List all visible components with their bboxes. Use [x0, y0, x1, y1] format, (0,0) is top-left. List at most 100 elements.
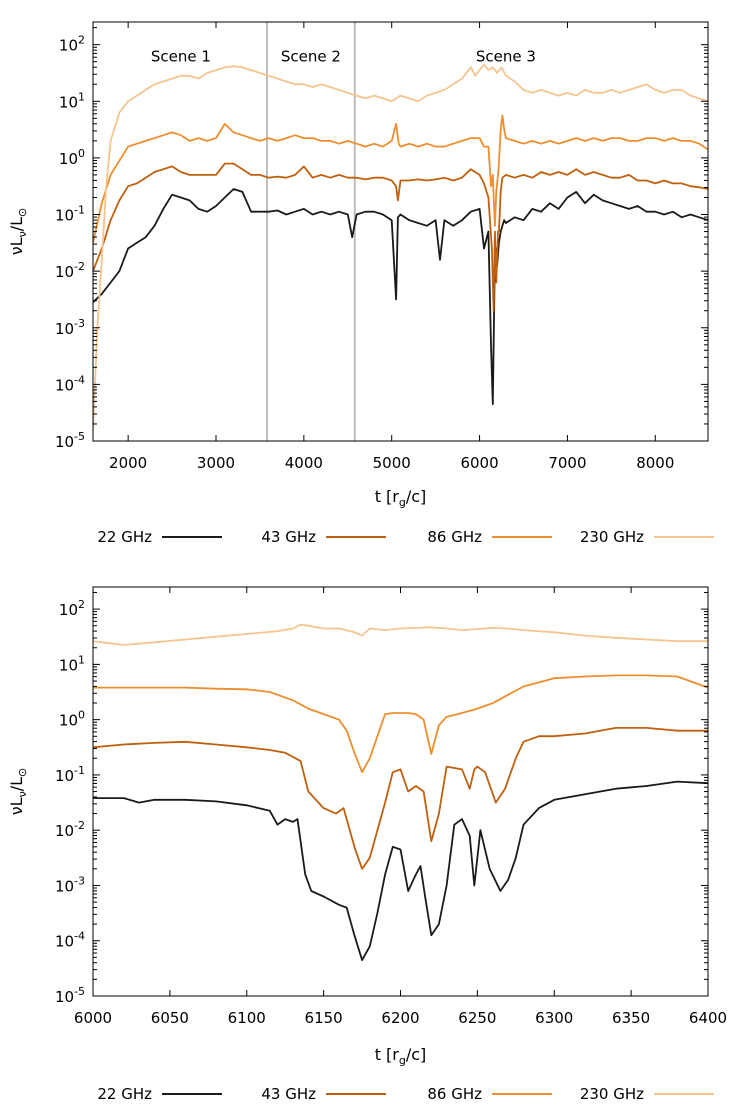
x-tick-label: 6400 — [689, 1009, 727, 1027]
legend-label: 230 GHz — [580, 1085, 644, 1103]
x-axis-label-subscript: g — [399, 1054, 406, 1067]
x-tick-label: 6000 — [74, 1009, 112, 1027]
y-tick-label: 100 — [59, 147, 85, 168]
x-tick-label: 6350 — [612, 1009, 650, 1027]
y-tick-base: 10 — [59, 93, 78, 111]
series-line-22-ghz — [93, 780, 708, 961]
y-tick-exponent: 1 — [78, 653, 85, 666]
y-tick-label: 10-3 — [55, 874, 85, 895]
y-tick-base: 10 — [55, 376, 74, 394]
y-tick-exponent: -4 — [74, 930, 85, 943]
x-tick-label: 6000 — [460, 454, 498, 472]
y-tick-base: 10 — [55, 877, 74, 895]
series-line-230-ghz — [93, 623, 708, 646]
scene-label: Scene 1 — [151, 48, 211, 66]
y-axis-label-mid: /L — [7, 217, 26, 231]
y-tick-base: 10 — [59, 656, 78, 674]
y-tick-exponent: 1 — [78, 90, 85, 103]
y-tick-label: 101 — [59, 90, 85, 111]
y-tick-exponent: -4 — [74, 373, 85, 386]
x-tick-label: 7000 — [548, 454, 586, 472]
series-line-43-ghz — [93, 727, 708, 870]
y-tick-base: 10 — [55, 988, 74, 1006]
y-tick-label: 10-4 — [55, 930, 85, 951]
y-tick-base: 10 — [59, 37, 78, 55]
y-tick-exponent: 2 — [78, 34, 85, 47]
legend-label: 230 GHz — [580, 528, 644, 546]
x-tick-label: 6200 — [381, 1009, 419, 1027]
scene-label: Scene 3 — [476, 48, 536, 66]
chart-panel-2: 6000 6050 6100 6150 6200 6250 6300 6350 64001021… — [7, 586, 727, 1103]
y-axis-label-main: νL — [7, 797, 26, 815]
legend-label: 86 GHz — [427, 528, 482, 546]
x-tick-label: 6250 — [458, 1009, 496, 1027]
y-tick-label: 10-2 — [55, 260, 85, 281]
y-tick-label: 10-5 — [55, 985, 85, 1006]
y-tick-base: 10 — [55, 320, 74, 338]
y-tick-label: 102 — [59, 34, 85, 55]
legend-label: 22 GHz — [97, 528, 152, 546]
legend-label: 43 GHz — [261, 1085, 316, 1103]
y-tick-exponent: -5 — [74, 985, 85, 998]
y-tick-base: 10 — [59, 712, 78, 730]
x-axis-label-main: t [r — [375, 1045, 400, 1064]
y-tick-label: 10-2 — [55, 819, 85, 840]
series-line-86-ghz — [93, 114, 708, 243]
x-tick-label: 6300 — [535, 1009, 573, 1027]
x-axis-label-tail: /c] — [406, 487, 426, 506]
y-tick-label: 101 — [59, 653, 85, 674]
y-tick-label: 100 — [59, 709, 85, 730]
y-axis-label-subscript: ν — [16, 791, 29, 797]
y-tick-label: 10-3 — [55, 317, 85, 338]
y-axis-label: νLν/L⊙ — [7, 208, 29, 256]
plot-frame — [92, 586, 709, 997]
y-axis-label-main: νL — [7, 237, 26, 255]
legend-label: 22 GHz — [97, 1085, 152, 1103]
y-tick-label: 10-1 — [55, 204, 85, 225]
y-tick-exponent: -1 — [74, 204, 85, 217]
x-tick-label: 3000 — [197, 454, 235, 472]
x-tick-label: 4000 — [285, 454, 323, 472]
series-line-86-ghz — [93, 674, 708, 774]
y-tick-exponent: 2 — [78, 598, 85, 611]
y-tick-exponent: -2 — [74, 260, 85, 273]
y-axis-label-subscript: ν — [16, 231, 29, 237]
x-axis-label: t [rg/c] — [375, 1045, 427, 1067]
plot-frame — [92, 21, 709, 442]
x-axis-label-tail: /c] — [406, 1045, 426, 1064]
y-tick-base: 10 — [55, 933, 74, 951]
y-axis-label-subscript-2: ⊙ — [16, 208, 29, 217]
y-axis-label-subscript-2: ⊙ — [16, 768, 29, 777]
y-tick-label: 10-5 — [55, 430, 85, 451]
x-tick-label: 2000 — [109, 454, 147, 472]
y-tick-exponent: -3 — [74, 874, 85, 887]
x-tick-label: 6050 — [151, 1009, 189, 1027]
x-tick-label: 5000 — [373, 454, 411, 472]
y-tick-exponent: 0 — [78, 147, 85, 160]
scene-label: Scene 2 — [281, 48, 341, 66]
y-tick-label: 10-4 — [55, 373, 85, 394]
y-tick-label: 10-1 — [55, 764, 85, 785]
x-tick-label: 6100 — [228, 1009, 266, 1027]
x-axis-label-subscript: g — [399, 496, 406, 509]
y-tick-base: 10 — [59, 601, 78, 619]
x-axis-label: t [rg/c] — [375, 487, 427, 509]
y-tick-base: 10 — [55, 767, 74, 785]
y-tick-exponent: -3 — [74, 317, 85, 330]
y-axis-label-mid: /L — [7, 777, 26, 791]
y-axis-label: νLν/L⊙ — [7, 768, 29, 816]
y-tick-base: 10 — [55, 433, 74, 451]
y-tick-base: 10 — [59, 150, 78, 168]
y-tick-exponent: -1 — [74, 764, 85, 777]
y-tick-base: 10 — [55, 207, 74, 225]
x-tick-label: 6150 — [305, 1009, 343, 1027]
y-tick-base: 10 — [55, 822, 74, 840]
x-tick-label: 8000 — [636, 454, 674, 472]
series-line-230-ghz — [93, 63, 708, 430]
y-tick-exponent: 0 — [78, 709, 85, 722]
x-axis-label-main: t [r — [375, 487, 400, 506]
y-tick-exponent: -2 — [74, 819, 85, 832]
y-tick-base: 10 — [55, 263, 74, 281]
series-line-22-ghz — [93, 188, 708, 406]
